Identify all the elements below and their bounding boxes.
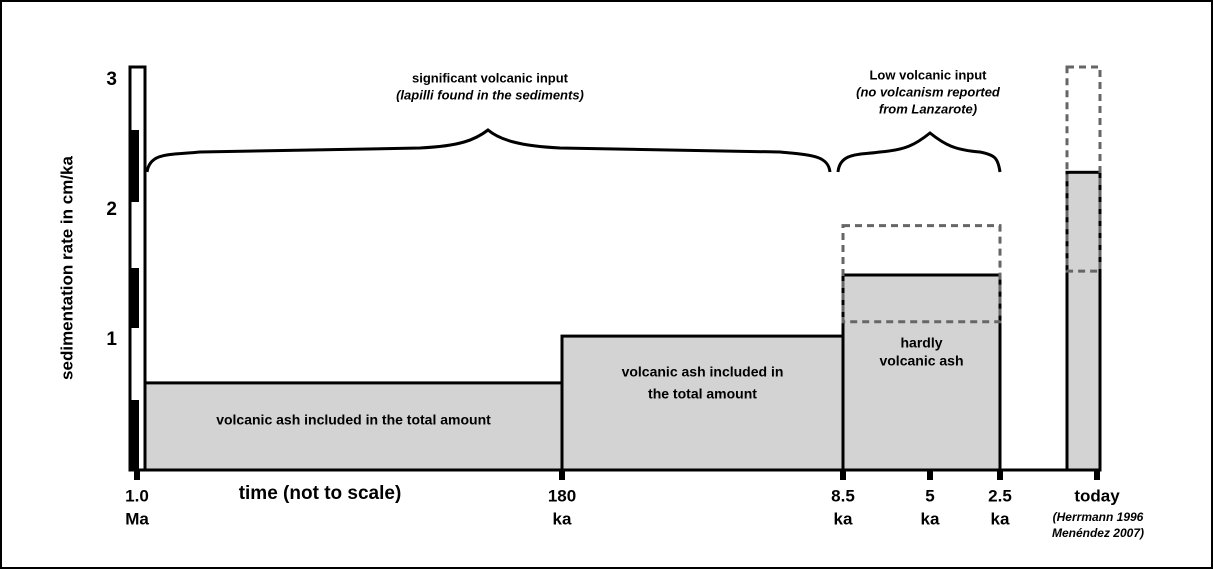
annotation: significant volcanic input (412, 70, 569, 85)
annotation: from Lanzarote) (879, 101, 977, 116)
y-tick-label: 1 (106, 329, 117, 350)
x-tick-unit: ka (553, 509, 572, 528)
bar-label: hardly (900, 335, 942, 351)
reference: Menéndez 2007) (1052, 526, 1144, 540)
y-tick-label: 2 (106, 199, 117, 220)
bar-label: the total amount (648, 386, 757, 402)
range-box (1065, 65, 1102, 273)
bar (143, 381, 564, 472)
x-tick-unit: ka (991, 509, 1010, 528)
annotation: (no volcanism reported (856, 84, 1001, 99)
bar-label: volcanic ash (879, 353, 963, 369)
x-tick-unit: ka (834, 509, 853, 528)
brace (836, 131, 1002, 173)
y-axis-label: sedimentation rate in cm/ka (57, 156, 76, 380)
x-tick-unit: ka (921, 509, 940, 528)
x-tick-label: 5 (925, 486, 934, 505)
x-tick-label: today (1074, 486, 1120, 505)
annotation: (lapilli found in the sediments) (396, 87, 584, 102)
bar-label: volcanic ash included in (622, 364, 784, 380)
x-axis-label: time (not to scale) (239, 483, 402, 504)
scale-segment (130, 130, 139, 202)
x-tick-label: 2.5 (988, 486, 1012, 505)
x-tick-unit: Ma (125, 509, 149, 528)
bar-label: volcanic ash included in the total amoun… (216, 412, 491, 428)
reference: (Herrmann 1996 (1053, 510, 1144, 524)
scale-segment (130, 268, 139, 328)
scale-segment (130, 400, 139, 470)
annotation: Low volcanic input (869, 67, 987, 82)
bar (560, 334, 845, 472)
y-tick-label: 3 (106, 69, 117, 90)
bar (841, 273, 1002, 472)
x-tick-label: 1.0 (125, 486, 149, 505)
brace (145, 128, 832, 173)
bar (1065, 170, 1102, 472)
range-box (841, 224, 1002, 324)
x-tick-label: 8.5 (831, 486, 855, 505)
x-tick-label: 180 (548, 486, 576, 505)
